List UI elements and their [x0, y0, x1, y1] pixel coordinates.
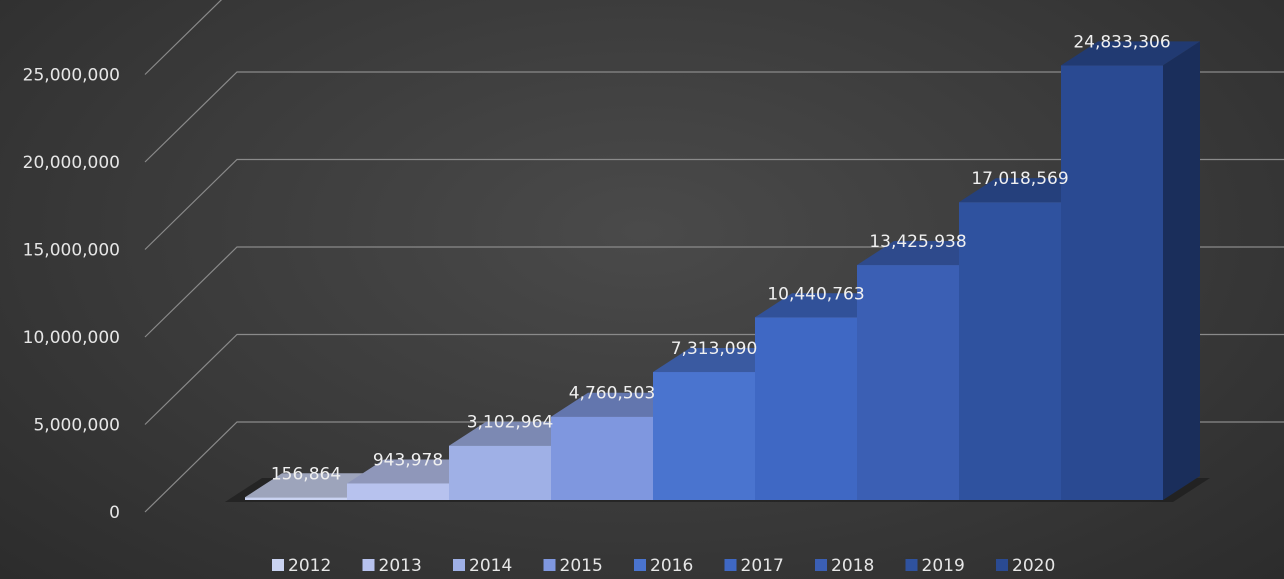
- legend-swatch: [996, 559, 1008, 571]
- legend: 2012 2013 2014 2015 2016 2017 2018 2019 2020: [272, 556, 1055, 576]
- gridline: [144, 71, 1284, 163]
- bar-front-face: [245, 497, 347, 500]
- legend-label: 2013: [379, 556, 422, 576]
- legend-swatch: [815, 559, 827, 571]
- legend-swatch: [724, 559, 737, 571]
- bars: [245, 41, 1200, 500]
- y-tick-label: 25,000,000: [23, 66, 120, 86]
- bar-front-face: [755, 317, 857, 500]
- bar-side-face: [1163, 41, 1200, 500]
- data-label: 10,440,763: [767, 284, 864, 304]
- y-tick-label: 10,000,000: [23, 328, 120, 348]
- bar-front-face: [1061, 65, 1163, 500]
- bar-front-face: [653, 372, 755, 500]
- legend-item[interactable]: 2014: [453, 556, 512, 576]
- data-label: 156,864: [271, 464, 341, 484]
- y-tick-label: 15,000,000: [23, 241, 120, 261]
- gridline: [144, 158, 1284, 250]
- legend-swatch: [543, 559, 556, 571]
- legend-label: 2018: [831, 556, 874, 576]
- legend-swatch: [634, 559, 646, 571]
- legend-item[interactable]: 2018: [815, 556, 874, 576]
- data-label: 3,102,964: [467, 413, 554, 433]
- gridline: [144, 0, 223, 75]
- legend-label: 2014: [469, 556, 512, 576]
- y-tick-label: 0: [109, 503, 120, 523]
- legend-label: 2017: [741, 556, 784, 576]
- data-label: 7,313,090: [671, 339, 758, 359]
- legend-item[interactable]: 2017: [724, 556, 784, 576]
- bar-front-face: [959, 202, 1061, 500]
- bar-front-face: [347, 483, 449, 500]
- legend-item[interactable]: 2013: [362, 556, 422, 576]
- data-label: 943,978: [373, 450, 443, 470]
- legend-item[interactable]: 2020: [996, 556, 1055, 576]
- bar-2020: [1061, 41, 1200, 500]
- data-label: 24,833,306: [1073, 32, 1170, 52]
- legend-item[interactable]: 2016: [634, 556, 693, 576]
- data-label: 17,018,569: [971, 169, 1068, 189]
- bar-front-face: [449, 445, 551, 500]
- legend-swatch: [362, 559, 375, 571]
- legend-label: 2015: [560, 556, 603, 576]
- legend-item[interactable]: 2019: [905, 556, 965, 576]
- legend-swatch: [453, 559, 465, 571]
- y-tick-label: 5,000,000: [33, 416, 120, 436]
- y-tick-label: 20,000,000: [23, 153, 120, 173]
- legend-swatch: [272, 559, 284, 571]
- bar-top-face: [1061, 41, 1200, 66]
- legend-label: 2019: [922, 556, 965, 576]
- bar-front-face: [551, 416, 653, 500]
- legend-item[interactable]: 2012: [272, 556, 331, 576]
- data-label: 13,425,938: [869, 232, 966, 252]
- legend-item[interactable]: 2015: [543, 556, 603, 576]
- legend-label: 2016: [650, 556, 693, 576]
- bar-front-face: [857, 265, 959, 500]
- legend-swatch: [905, 559, 918, 571]
- data-label: 4,760,503: [569, 384, 656, 404]
- legend-label: 2012: [288, 556, 331, 576]
- legend-label: 2020: [1012, 556, 1055, 576]
